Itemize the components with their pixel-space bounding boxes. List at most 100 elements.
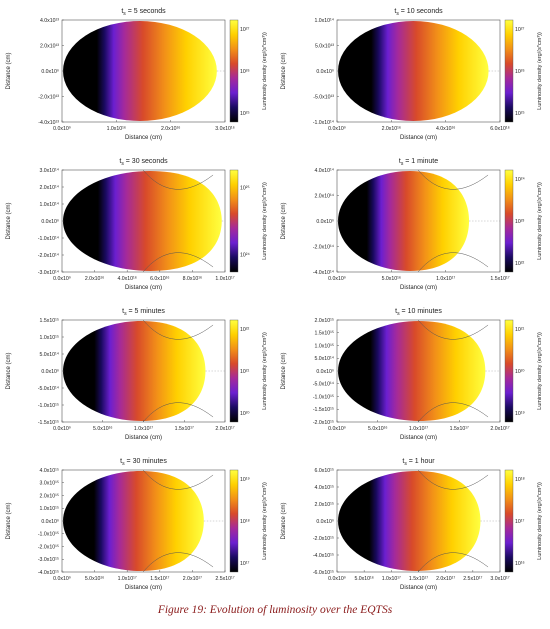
colorbar-label: Luminosity density (erg/(s*cm³))	[262, 482, 268, 560]
luminosity-region	[338, 321, 486, 421]
x-tick-label: 0.0x10⁰	[328, 426, 346, 432]
y-tick-label: 4.0x10¹⁵	[40, 468, 59, 474]
y-tick-label: 2.0x10¹⁴	[314, 193, 334, 199]
chart-svg: ts = 30 minutes 0.0x10⁰ 5.0x10¹⁶ 1.0x10¹⁷ 1.…	[6, 458, 268, 591]
x-axis-label: Distance (cm)	[400, 135, 437, 141]
colorbar-tick-label: 10²²	[515, 261, 524, 267]
y-tick-label: 4.0x10¹³	[40, 18, 59, 24]
y-axis-label: Distance (cm)	[281, 502, 287, 539]
y-axis-label: Distance (cm)	[281, 202, 287, 239]
y-tick-label: -3.0x10¹⁴	[38, 270, 59, 276]
x-tick-label: 5.0x10¹⁶	[93, 426, 112, 432]
colorbar-tick-label: 10²²	[240, 327, 249, 333]
colorbar-label: Luminosity density (erg/(s*cm³))	[537, 32, 543, 110]
x-tick-label: 1.0x10¹⁷	[118, 576, 137, 582]
colorbar	[229, 19, 239, 123]
chart-panel: ts = 1 minute 0.0x10⁰ 5.0x10¹⁶ 1.0x10¹⁷ 1.5x…	[275, 150, 550, 300]
y-tick-label: 0.0x10⁰	[41, 519, 59, 525]
chart-title: ts = 5 minutes	[122, 308, 165, 317]
colorbar-tick-label: 10¹⁷	[240, 561, 249, 567]
y-tick-label: 1.0x10¹⁵	[315, 343, 334, 349]
x-tick-label: 1.5x10¹⁷	[490, 276, 509, 282]
colorbar	[504, 19, 514, 123]
x-tick-label: 8.0x10¹⁶	[183, 276, 202, 282]
colorbar-tick-label: 10²⁶	[240, 69, 250, 75]
colorbar-label: Luminosity density (erg/(s*cm³))	[537, 332, 543, 410]
colorbar-tick-label: 10²¹	[240, 369, 249, 375]
x-tick-label: 2.0x10¹⁶	[161, 126, 180, 132]
luminosity-region	[338, 20, 489, 121]
y-tick-label: -6.0x10¹⁵	[313, 570, 334, 576]
colorbar-label: Luminosity density (erg/(s*cm³))	[537, 182, 543, 260]
x-tick-label: 1.0x10¹⁷	[409, 426, 428, 432]
figure-grid: ts = 5 seconds 0.0x10⁰ 1.0x10¹⁶ 2.0x10¹⁶ 3.0…	[0, 0, 550, 600]
contour-curve	[142, 169, 214, 190]
chart-panel: ts = 1 hour 0.0x10⁰ 5.0x10¹⁶ 1.0x10¹⁷ 1.5x10…	[275, 450, 550, 600]
colorbar	[504, 319, 514, 423]
luminosity-region	[63, 171, 222, 271]
chart-title: ts = 30 minutes	[120, 458, 167, 467]
colorbar-tick-label: 10²⁵	[240, 111, 250, 117]
y-tick-label: 1.5x10¹⁵	[315, 331, 334, 337]
colorbar-tick-label: 10²¹	[515, 327, 524, 333]
contour-curve	[417, 252, 489, 273]
contour-curve	[417, 469, 489, 490]
chart-svg: ts = 5 seconds 0.0x10⁰ 1.0x10¹⁶ 2.0x10¹⁶ 3.0…	[6, 8, 268, 141]
x-axis-label: Distance (cm)	[125, 135, 162, 141]
chart-svg: ts = 1 minute 0.0x10⁰ 5.0x10¹⁶ 1.0x10¹⁷ 1.5x…	[281, 158, 543, 291]
y-tick-label: 0.0x10⁰	[316, 519, 334, 525]
luminosity-region	[63, 20, 217, 121]
colorbar-tick-label: 10²⁶	[515, 69, 525, 75]
y-tick-label: 3.0x10¹⁵	[40, 481, 59, 487]
x-tick-label: 0.0x10⁰	[53, 576, 71, 582]
x-tick-label: 2.5x10¹⁷	[215, 576, 234, 582]
y-tick-label: -2.0x10¹⁵	[313, 536, 334, 542]
x-tick-label: 2.0x10¹⁶	[382, 126, 401, 132]
y-axis-label: Distance (cm)	[6, 52, 12, 89]
x-tick-label: 1.0x10¹⁷	[215, 276, 234, 282]
y-tick-label: -1.0x10¹⁴	[38, 236, 59, 242]
x-tick-label: 6.0x10¹⁶	[150, 276, 169, 282]
y-tick-label: 1.5x10¹⁵	[40, 318, 59, 324]
colorbar-tick-label: 10¹⁸	[240, 519, 250, 525]
x-tick-label: 2.0x10¹⁷	[436, 576, 455, 582]
x-tick-label: 5.0x10¹⁶	[368, 426, 387, 432]
x-tick-label: 0.0x10⁰	[53, 126, 71, 132]
contour-curve	[142, 552, 214, 573]
colorbar-tick-label: 10²⁷	[240, 27, 249, 33]
y-tick-label: -5.0x10¹⁴	[313, 382, 334, 388]
y-axis-label: Distance (cm)	[6, 352, 12, 389]
y-tick-label: 0.0x10⁰	[316, 369, 334, 375]
chart-panel: ts = 5 seconds 0.0x10⁰ 1.0x10¹⁶ 2.0x10¹⁶ 3.0…	[0, 0, 275, 150]
chart-svg: ts = 1 hour 0.0x10⁰ 5.0x10¹⁶ 1.0x10¹⁷ 1.5x10…	[281, 458, 543, 591]
contour-curve	[417, 169, 489, 190]
luminosity-region	[338, 171, 470, 271]
y-tick-label: -2.0x10¹⁵	[313, 420, 334, 426]
contour-curve	[142, 469, 214, 490]
contour-curve	[142, 402, 214, 423]
colorbar	[504, 469, 514, 573]
colorbar	[229, 319, 239, 423]
figure-caption: Figure 19: Evolution of luminosity over …	[157, 604, 393, 616]
contour-curve	[417, 402, 489, 423]
chart-panel: ts = 30 seconds 0.0x10⁰ 2.0x10¹⁶ 4.0x10¹⁶ 6.…	[0, 150, 275, 300]
colorbar	[229, 169, 239, 273]
chart-svg: ts = 10 seconds 0.0x10⁰ 2.0x10¹⁶ 4.0x10¹⁶ 6.…	[281, 8, 543, 141]
x-tick-label: 0.0x10⁰	[328, 276, 346, 282]
x-tick-label: 3.0x10¹⁶	[215, 126, 234, 132]
x-tick-label: 1.5x10¹⁷	[409, 576, 428, 582]
chart-panel: ts = 5 minutes 0.0x10⁰ 5.0x10¹⁶ 1.0x10¹⁷ 1.5…	[0, 300, 275, 450]
y-tick-label: -1.0x10¹⁵	[38, 532, 59, 538]
colorbar-tick-label: 10²⁷	[515, 27, 524, 33]
y-tick-label: -4.0x10¹⁵	[313, 553, 334, 559]
x-axis-label: Distance (cm)	[400, 285, 437, 291]
x-tick-label: 1.0x10¹⁶	[107, 126, 126, 132]
x-tick-label: 5.0x10¹⁶	[354, 576, 373, 582]
y-axis-label: Distance (cm)	[281, 352, 287, 389]
y-tick-label: 0.0x10⁰	[316, 219, 334, 225]
colorbar-tick-label: 10²⁵	[515, 111, 525, 117]
y-tick-label: -2.0x10¹⁴	[313, 244, 334, 250]
contour-curve	[142, 252, 214, 273]
y-tick-label: 0.0x10⁰	[41, 69, 59, 75]
chart-panel: ts = 10 seconds 0.0x10⁰ 2.0x10¹⁶ 4.0x10¹⁶ 6.…	[275, 0, 550, 150]
